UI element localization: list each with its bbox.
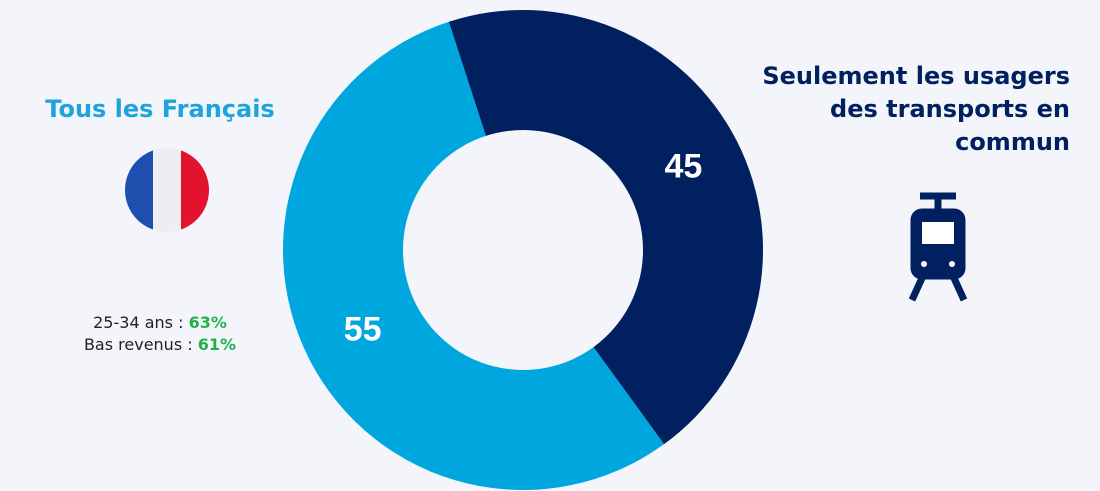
value-label: 55 (344, 311, 382, 349)
tram-icon (908, 192, 968, 302)
annotation-highlight: 61% (197, 335, 237, 354)
annotation-highlight: 63% (188, 313, 227, 332)
donut-slice (283, 21, 665, 490)
annotation-text: Bas revenus : (83, 335, 193, 354)
donut: 55 45 (283, 9, 764, 490)
annotation-text: 25-34 ans : (93, 313, 184, 332)
value-label: 45 (664, 147, 702, 185)
category-label: Seulement les usagers des transports en … (762, 62, 1070, 156)
annotation: Bas revenus : 61% (20, 335, 300, 354)
donut-slice (448, 9, 764, 445)
annotation: 25-34 ans : 63% (20, 313, 300, 332)
flag-icon (125, 148, 209, 232)
category-label: Tous les Français (45, 95, 275, 123)
